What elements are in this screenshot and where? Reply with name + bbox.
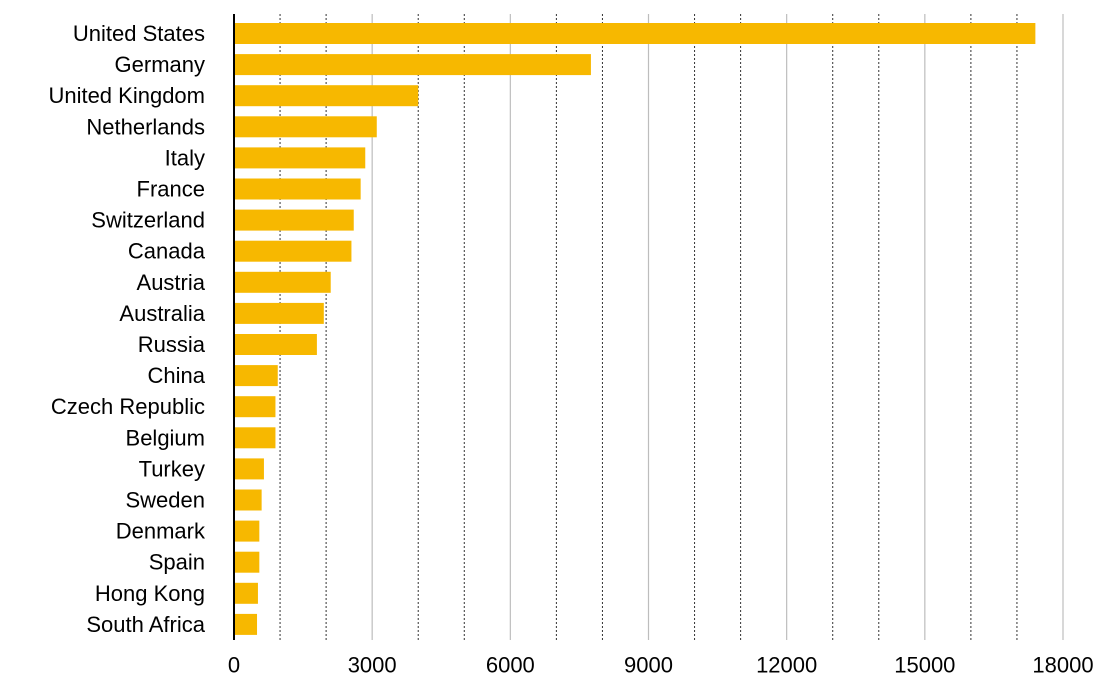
x-tick-label: 3000 bbox=[348, 653, 397, 678]
category-label: Australia bbox=[119, 301, 205, 326]
bar bbox=[235, 178, 361, 200]
bar bbox=[235, 458, 264, 480]
category-label: Switzerland bbox=[91, 208, 205, 233]
category-label: Italy bbox=[165, 145, 205, 170]
x-tick-labels-layer: 0 3000 6000 9000 12000 15000 18000 bbox=[228, 653, 1094, 678]
x-tick-label: 15000 bbox=[894, 653, 955, 678]
category-label: Germany bbox=[115, 52, 205, 77]
x-tick-label: 18000 bbox=[1032, 653, 1093, 678]
bar bbox=[235, 209, 354, 231]
bar bbox=[235, 396, 276, 418]
category-label: Turkey bbox=[139, 456, 205, 481]
category-label: Belgium bbox=[126, 425, 205, 450]
category-label: United Kingdom bbox=[48, 83, 205, 108]
category-label: Spain bbox=[149, 550, 205, 575]
category-label: Canada bbox=[128, 239, 206, 264]
category-labels-layer: United States Germany United Kingdom Nether… bbox=[48, 21, 206, 637]
x-tick-label: 6000 bbox=[486, 653, 535, 678]
bar bbox=[235, 240, 352, 262]
category-label: South Africa bbox=[86, 612, 205, 637]
category-label: Hong Kong bbox=[95, 581, 205, 606]
bar bbox=[235, 54, 591, 76]
category-label: China bbox=[148, 363, 206, 388]
category-label: Austria bbox=[137, 270, 206, 295]
bar bbox=[235, 365, 278, 387]
bar bbox=[235, 520, 260, 542]
category-label: Czech Republic bbox=[51, 394, 205, 419]
bar bbox=[235, 551, 260, 573]
x-tick-label: 0 bbox=[228, 653, 240, 678]
category-label: France bbox=[137, 177, 205, 202]
category-label: Russia bbox=[138, 332, 206, 357]
bar bbox=[235, 302, 324, 324]
x-tick-label: 12000 bbox=[756, 653, 817, 678]
bar bbox=[235, 582, 258, 604]
category-label: Denmark bbox=[116, 519, 206, 544]
bar bbox=[235, 85, 419, 107]
category-label: Netherlands bbox=[86, 114, 205, 139]
bars-layer bbox=[235, 23, 1036, 635]
x-tick-label: 9000 bbox=[624, 653, 673, 678]
category-label: United States bbox=[73, 21, 205, 46]
bar bbox=[235, 116, 377, 138]
bar bbox=[235, 334, 317, 355]
bar bbox=[235, 613, 258, 635]
category-label: Sweden bbox=[125, 488, 205, 513]
bar bbox=[235, 489, 262, 511]
bar bbox=[235, 427, 276, 449]
bar bbox=[235, 23, 1036, 44]
grid-layer bbox=[279, 14, 1064, 640]
bar bbox=[235, 147, 366, 169]
bar bbox=[235, 271, 331, 293]
